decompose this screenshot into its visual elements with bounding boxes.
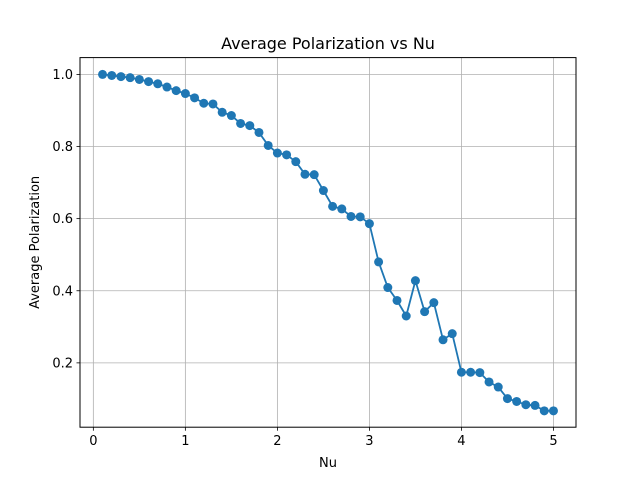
y-axis: 0.2 0.4 0.6 0.8 1.0: [52, 68, 80, 371]
data-point: [346, 211, 356, 221]
x-tick-label: 1: [181, 434, 189, 449]
data-point: [383, 283, 393, 293]
data-point: [199, 98, 209, 108]
data-point: [291, 157, 301, 167]
data-point: [236, 118, 246, 128]
x-tick-label: 3: [365, 434, 373, 449]
data-point: [530, 400, 540, 410]
y-tick-label: 1.0: [52, 68, 73, 83]
data-point: [153, 79, 163, 89]
data-point: [162, 82, 172, 92]
data-point: [272, 148, 282, 158]
data-point: [180, 89, 190, 99]
data-point: [438, 335, 448, 345]
x-axis-label: Nu: [319, 456, 337, 471]
data-point: [208, 99, 218, 109]
data-point: [254, 127, 264, 137]
data-point: [282, 150, 292, 160]
data-point: [245, 121, 255, 131]
data-point: [337, 204, 347, 214]
chart-title: Average Polarization vs Nu: [221, 34, 435, 53]
x-tick-label: 5: [549, 434, 557, 449]
plot-frame: [79, 57, 577, 428]
data-point: [328, 201, 338, 211]
data-point: [318, 186, 328, 196]
data-point: [98, 69, 108, 79]
data-point: [300, 169, 310, 179]
data-point: [466, 367, 476, 377]
data-point: [493, 382, 503, 392]
data-point: [263, 140, 273, 150]
data-point: [116, 72, 126, 82]
y-tick-label: 0.2: [52, 356, 73, 371]
data-point: [364, 219, 374, 229]
data-point: [374, 257, 384, 267]
data-point: [521, 400, 531, 410]
data-point: [502, 394, 512, 404]
data-point: [134, 74, 144, 84]
y-tick-label: 0.8: [52, 140, 73, 155]
data-point: [410, 276, 420, 286]
y-tick-label: 0.4: [52, 284, 73, 299]
data-point: [217, 107, 227, 117]
data-point: [401, 311, 411, 321]
data-point: [429, 298, 439, 308]
data-point: [355, 212, 365, 222]
data-point: [475, 368, 485, 378]
x-tick-label: 0: [89, 434, 97, 449]
data-point: [392, 295, 402, 305]
data-point: [190, 93, 200, 103]
data-point: [309, 170, 319, 180]
series-layer: [98, 69, 558, 416]
data-point: [512, 396, 522, 406]
grid-lines: [80, 57, 576, 428]
data-point: [171, 86, 181, 96]
data-point: [447, 329, 457, 339]
data-point: [420, 307, 430, 317]
x-tick-label: 4: [457, 434, 465, 449]
data-point: [107, 70, 117, 80]
x-tick-label: 2: [273, 434, 281, 449]
data-point: [144, 77, 154, 87]
data-point: [226, 111, 236, 121]
data-point: [548, 406, 558, 416]
data-point: [125, 73, 135, 83]
x-axis: 0 1 2 3 4 5: [89, 427, 558, 449]
data-point: [539, 406, 549, 416]
y-tick-label: 0.6: [52, 212, 73, 227]
data-point: [456, 367, 466, 377]
data-point: [484, 377, 494, 387]
y-axis-label: Average Polarization: [28, 176, 43, 309]
